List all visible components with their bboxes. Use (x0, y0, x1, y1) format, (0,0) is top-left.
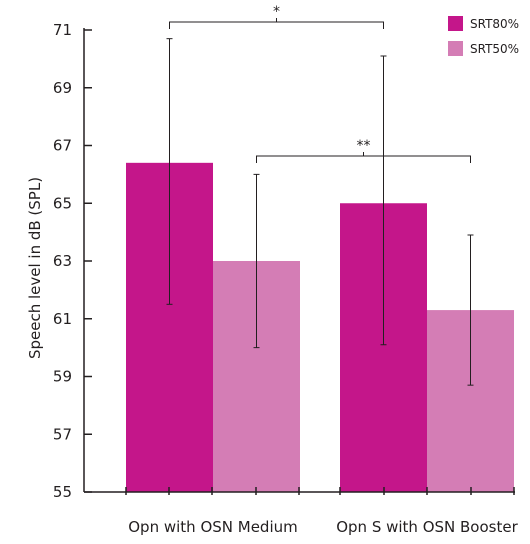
y-tick-label: 65 (53, 194, 72, 212)
y-tick-label: 55 (53, 483, 72, 501)
x-axis: Opn with OSN Medium Opn S with OSN Booste… (84, 487, 519, 536)
legend: SRT80% SRT50% (448, 16, 519, 56)
legend-swatch (448, 16, 463, 31)
y-tick-label: 61 (53, 310, 72, 328)
x-category-label: Opn with OSN Medium (128, 518, 298, 536)
y-tick-label: 69 (53, 79, 72, 97)
y-axis: 55 57 59 61 63 65 67 69 71 (53, 21, 92, 501)
legend-label: SRT50% (470, 42, 519, 56)
significance-brackets: *** (169, 4, 471, 163)
legend-label: SRT80% (470, 17, 519, 31)
significance-bracket (256, 155, 471, 163)
x-category-label: Opn S with OSN Booster (336, 518, 518, 536)
significance-label: * (273, 4, 280, 20)
y-axis-title: Speech level in dB (SPL) (26, 177, 44, 359)
y-tick-label: 67 (53, 137, 72, 155)
significance-bracket (169, 21, 384, 29)
legend-swatch (448, 41, 463, 56)
y-tick-label: 57 (53, 425, 72, 443)
error-bars (166, 38, 474, 386)
significance-label: ** (357, 138, 371, 154)
bars (126, 162, 514, 492)
y-tick-label: 63 (53, 252, 72, 270)
y-tick-label: 59 (53, 368, 72, 386)
y-tick-label: 71 (53, 21, 72, 39)
